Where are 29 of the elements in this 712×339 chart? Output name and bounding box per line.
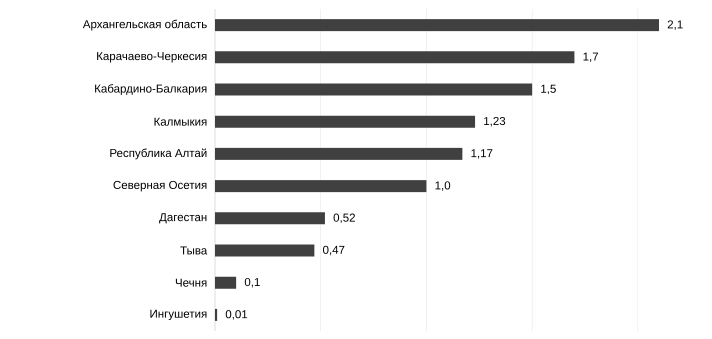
y-tick-label: Карачаево-Черкесия (97, 52, 206, 62)
data-label: 0,1 (244, 278, 260, 288)
data-label: 2,1 (668, 20, 683, 30)
y-tick-label: Дагестан (159, 213, 206, 224)
data-label: 1,0 (436, 181, 450, 191)
y-tick-label: Ингушетия (150, 310, 206, 320)
y-tick-label: Тыва (180, 246, 208, 255)
y-tick-label: Кабардино-Балкария (95, 84, 206, 95)
data-label: 1,23 (484, 116, 506, 126)
y-tick-label: Архангельская область (82, 20, 207, 31)
y-tick-label: Северная Осетия (114, 180, 206, 192)
y-tick-label: Республика Алтай (110, 148, 206, 160)
data-label: 0,01 (226, 310, 248, 320)
bar (215, 116, 476, 128)
y-tick-label: Калмыкия (154, 118, 206, 126)
y-tick-label: Чечня (176, 278, 206, 287)
bar (215, 180, 426, 192)
bar (215, 19, 660, 32)
data-label: 1,17 (471, 149, 492, 159)
data-label: 0,52 (334, 214, 355, 224)
bar (215, 148, 462, 160)
data-label: 1,7 (584, 52, 598, 62)
bar (215, 212, 325, 224)
data-label: 0,47 (323, 246, 344, 256)
bar (215, 51, 574, 64)
bar (215, 276, 236, 289)
bar (215, 83, 532, 96)
bar (215, 244, 314, 257)
data-label: 1,5 (541, 84, 556, 94)
